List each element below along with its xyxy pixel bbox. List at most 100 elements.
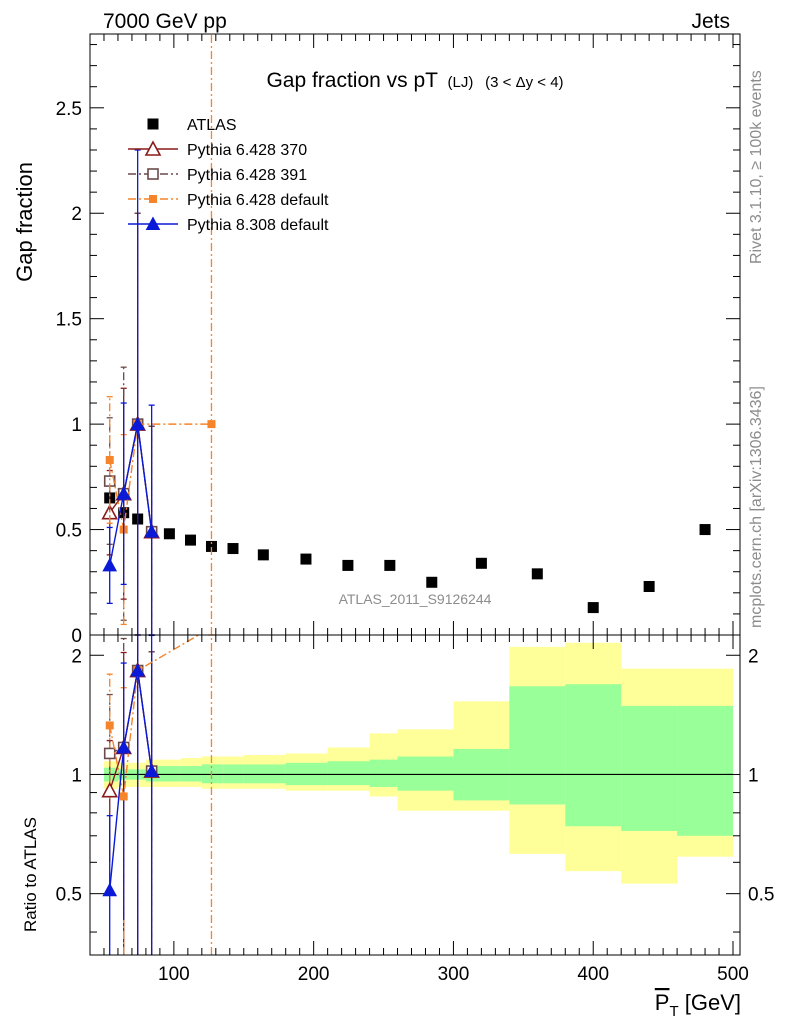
- ratio-point-pythia-6-428-default: [105, 721, 114, 730]
- mcplots-label: mcplots.cern.ch [arXiv:1306.3436]: [748, 386, 765, 628]
- category-label: Jets: [691, 10, 730, 33]
- ratio-panel-frame: [89, 634, 741, 956]
- x-tick-label: 100: [158, 964, 190, 985]
- analysis-watermark: ATLAS_2011_S9126244: [339, 591, 492, 607]
- x-tick-label: 500: [717, 964, 749, 985]
- ratio-band-inner: [677, 705, 734, 836]
- svg-text:Gap fraction vs pT (LJ: Gap fraction vs pT (LJ) (3 < Δy < 4): [266, 69, 563, 92]
- ratio-band-inner: [621, 705, 678, 831]
- main-panel: ATLAS_2011_S9126244 Gap fraction vs pT (…: [56, 33, 741, 647]
- main-point-atlas: [342, 559, 354, 571]
- main-line-pythia-8-308-default: [109, 423, 153, 566]
- main-point-pythia-8-308-default: [116, 486, 132, 500]
- main-y-tick-label: 0.5: [56, 521, 82, 542]
- main-point-atlas: [227, 543, 239, 555]
- main-point-atlas: [475, 557, 487, 569]
- ratio-point-pythia-8-308-default: [116, 739, 132, 754]
- rivet-label: Rivet 3.1.10, ≥ 100k events: [748, 70, 765, 264]
- ratio-line-pythia-8-308-default: [109, 670, 153, 891]
- legend-item-pythia-8-308-default: Pythia 8.308 default: [128, 216, 329, 234]
- main-point-atlas: [163, 528, 175, 540]
- main-y-tick-label: 2: [71, 204, 82, 225]
- main-point-pythia-8-308-default: [102, 557, 118, 572]
- main-point-atlas: [531, 568, 543, 580]
- legend-label: Pythia 8.308 default: [187, 217, 329, 234]
- x-tick-label: 300: [438, 964, 470, 985]
- main-point-pythia-8-308-default: [144, 524, 159, 538]
- ratio-point-pythia-6-428-370: [101, 781, 119, 798]
- main-point-atlas: [699, 524, 711, 536]
- energy-label: 7000 GeV pp: [103, 10, 227, 33]
- main-point-atlas: [185, 534, 197, 546]
- legend: ATLAS Pythia 6.428 370 Pythia 6.428 391 Pyt…: [128, 117, 329, 234]
- main-title: Gap fraction vs pT (LJ) (3 < Δy < 4): [266, 69, 563, 92]
- ratio-y-tick-label: 0.5: [56, 885, 82, 906]
- ratio-y-axis-label: Ratio to ATLAS: [21, 817, 40, 932]
- main-y-axis-label: Gap fraction: [12, 162, 37, 282]
- ratio-band-inner: [327, 761, 370, 786]
- main-point-pythia-8-308-default: [130, 416, 146, 431]
- legend-marker: [147, 118, 159, 130]
- ratio-point-pythia-6-428-391: [103, 747, 116, 760]
- ratio-series-pythia-6-428-391: [103, 664, 158, 777]
- main-point-atlas: [587, 602, 599, 614]
- ratio-panel: 100 200 300 400 500 0.5 0.5 1 1 2 2: [56, 634, 774, 985]
- ratio-band-inner: [369, 759, 398, 787]
- legend-label: ATLAS: [187, 117, 237, 134]
- ratio-y-tick-label: 2: [71, 646, 82, 667]
- main-point-atlas: [257, 549, 269, 561]
- main-point-atlas: [643, 580, 655, 592]
- ratio-y-tick-label: 1: [71, 765, 82, 786]
- main-series-pythia-6-428-370: [101, 212, 160, 635]
- main-point-atlas: [426, 576, 438, 588]
- main-y-tick-label: 0: [71, 626, 82, 647]
- ratio-line-pythia-6-428-default: [109, 635, 201, 797]
- ratio-series-pythia-8-308-default: [102, 662, 159, 897]
- main-y-tick-label: 1: [71, 415, 82, 436]
- legend-item-pythia-6-428-391: Pythia 6.428 391: [128, 167, 307, 184]
- ratio-point-pythia-8-308-default: [144, 763, 159, 778]
- legend-marker: [145, 216, 161, 230]
- ratio-band-inner: [397, 756, 454, 791]
- legend-item-atlas: ATLAS: [147, 117, 237, 134]
- x-axis-label-unit: [GeV]: [679, 990, 741, 1015]
- main-series-pythia-8-308-default: [102, 149, 159, 635]
- ratio-band-inner: [159, 766, 181, 782]
- x-axis-label-sub: T: [669, 1003, 678, 1020]
- ratio-band-inner: [509, 686, 566, 805]
- main-point-pythia-6-428-default: [105, 455, 114, 464]
- main-point-atlas: [300, 553, 312, 565]
- x-tick-label: 400: [577, 964, 609, 985]
- main-point-atlas: [384, 559, 396, 571]
- ratio-y-tick-label-right: 2: [748, 646, 759, 667]
- x-axis-label: PT [GeV]: [655, 990, 741, 1020]
- main-line-pythia-6-428-default: [109, 423, 212, 530]
- legend-marker: [144, 140, 162, 156]
- ratio-point-pythia-8-308-default: [130, 662, 146, 677]
- legend-label: Pythia 6.428 370: [187, 142, 307, 159]
- main-title-cut: (3 < Δy < 4): [485, 74, 563, 91]
- svg-text:PT [GeV]: PT [GeV]: [655, 990, 741, 1020]
- main-point-pythia-6-428-default: [207, 420, 216, 429]
- ratio-band-inner: [565, 684, 622, 827]
- x-tick-label: 200: [298, 964, 330, 985]
- main-series-pythia-6-428-default: [105, 34, 216, 635]
- main-title-sub: (LJ): [447, 74, 473, 91]
- main-point-atlas: [205, 540, 217, 552]
- legend-label: Pythia 6.428 391: [187, 167, 307, 184]
- legend-marker: [147, 168, 159, 180]
- legend-item-pythia-6-428-370: Pythia 6.428 370: [128, 140, 307, 159]
- main-y-tick-label: 2.5: [56, 99, 82, 120]
- legend-item-pythia-6-428-default: Pythia 6.428 default: [128, 192, 329, 209]
- ratio-y-tick-label-right: 1: [748, 765, 759, 786]
- legend-marker: [149, 195, 157, 203]
- x-axis-label-main: P: [655, 990, 670, 1015]
- ratio-point-pythia-6-428-default: [119, 792, 128, 801]
- ratio-y-tick-label-right: 0.5: [748, 885, 774, 906]
- main-y-tick-label: 1.5: [56, 310, 82, 331]
- ratio-band-inner: [180, 766, 202, 782]
- main-title-text: Gap fraction vs pT: [266, 69, 438, 92]
- legend-label: Pythia 6.428 default: [187, 192, 329, 209]
- ratio-point-pythia-8-308-default: [102, 882, 118, 897]
